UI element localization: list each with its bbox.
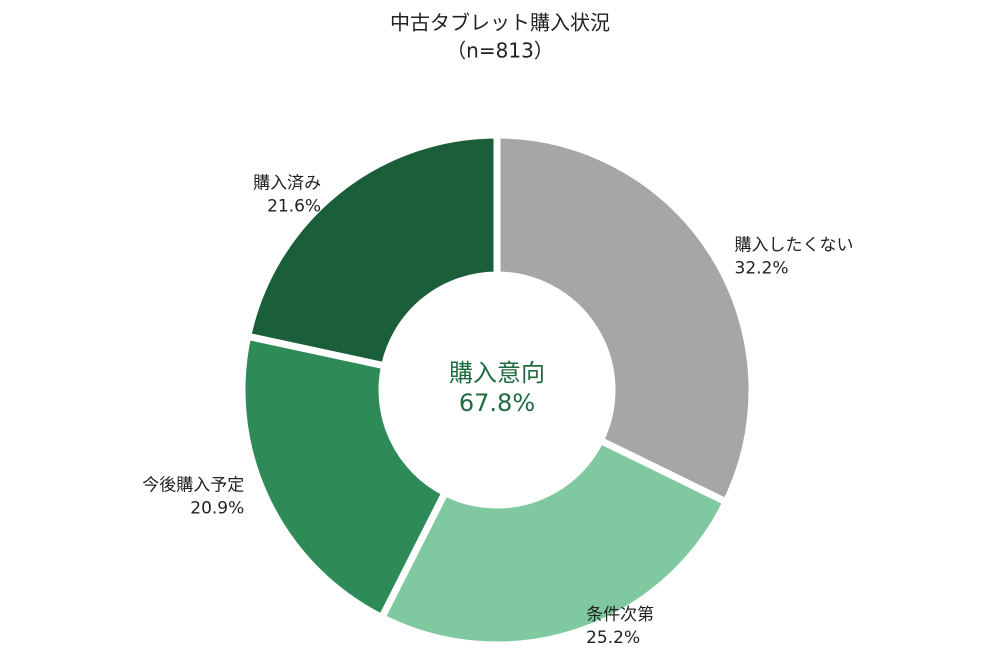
segment-value-label: 21.6% <box>267 196 321 216</box>
segment-label: 購入済み <box>253 173 321 193</box>
chart-title: 中古タブレット購入状況 <box>390 11 610 35</box>
segment-label: 今後購入予定 <box>142 476 244 496</box>
segment-value-label: 25.2% <box>586 628 640 648</box>
donut-segment <box>493 131 756 507</box>
donut-segment <box>377 435 731 649</box>
donut-segment <box>243 131 501 370</box>
segment-label: 条件次第 <box>586 605 654 625</box>
chart-subtitle: （n=813） <box>446 39 554 63</box>
segment-value-label: 20.9% <box>190 499 244 519</box>
segment-value-label: 32.2% <box>735 259 789 279</box>
donut-segment <box>238 332 450 623</box>
center-value: 67.8% <box>459 389 535 417</box>
segment-label: 購入したくない <box>735 236 854 256</box>
center-text: 購入意向 <box>449 359 545 387</box>
